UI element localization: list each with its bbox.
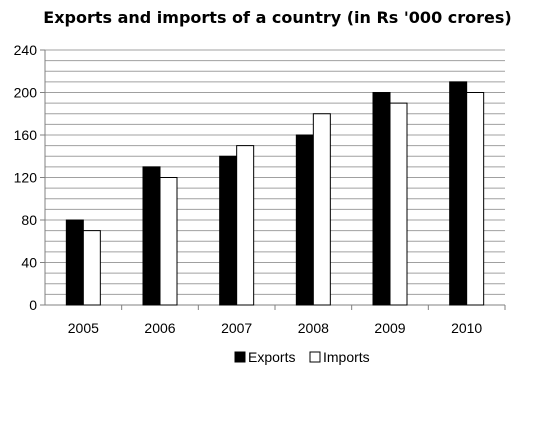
y-tick-label: 120 xyxy=(14,170,38,186)
bar-exports xyxy=(65,219,84,306)
bar-imports xyxy=(466,92,485,306)
x-tick-label: 2010 xyxy=(451,320,482,336)
y-tick-label: 240 xyxy=(14,42,38,58)
x-tick-label: 2007 xyxy=(221,320,252,336)
y-tick-label: 40 xyxy=(21,255,37,271)
bar-exports xyxy=(219,155,238,306)
chart-title: Exports and imports of a country (in Rs … xyxy=(43,8,512,27)
y-tick-label: 0 xyxy=(29,297,37,313)
y-tick-label: 160 xyxy=(14,127,38,143)
x-tick-label: 2005 xyxy=(68,320,99,336)
bar-imports xyxy=(236,145,255,306)
x-tick-label: 2008 xyxy=(298,320,329,336)
x-tick-label: 2009 xyxy=(374,320,405,336)
y-tick-label: 80 xyxy=(21,212,37,228)
x-tick-label: 2006 xyxy=(144,320,175,336)
bar-exports xyxy=(142,166,161,306)
legend-swatch xyxy=(309,351,321,363)
legend-label: Imports xyxy=(323,349,370,365)
y-tick-label: 200 xyxy=(14,85,38,101)
bar-exports xyxy=(295,134,314,306)
bar-exports xyxy=(449,81,468,306)
bar-imports xyxy=(389,102,408,306)
bar-imports xyxy=(312,113,331,306)
legend-label: Exports xyxy=(248,349,295,365)
bar-imports xyxy=(82,230,101,306)
bar-exports xyxy=(372,92,391,306)
bar-imports xyxy=(159,177,178,306)
legend-swatch xyxy=(234,351,246,363)
